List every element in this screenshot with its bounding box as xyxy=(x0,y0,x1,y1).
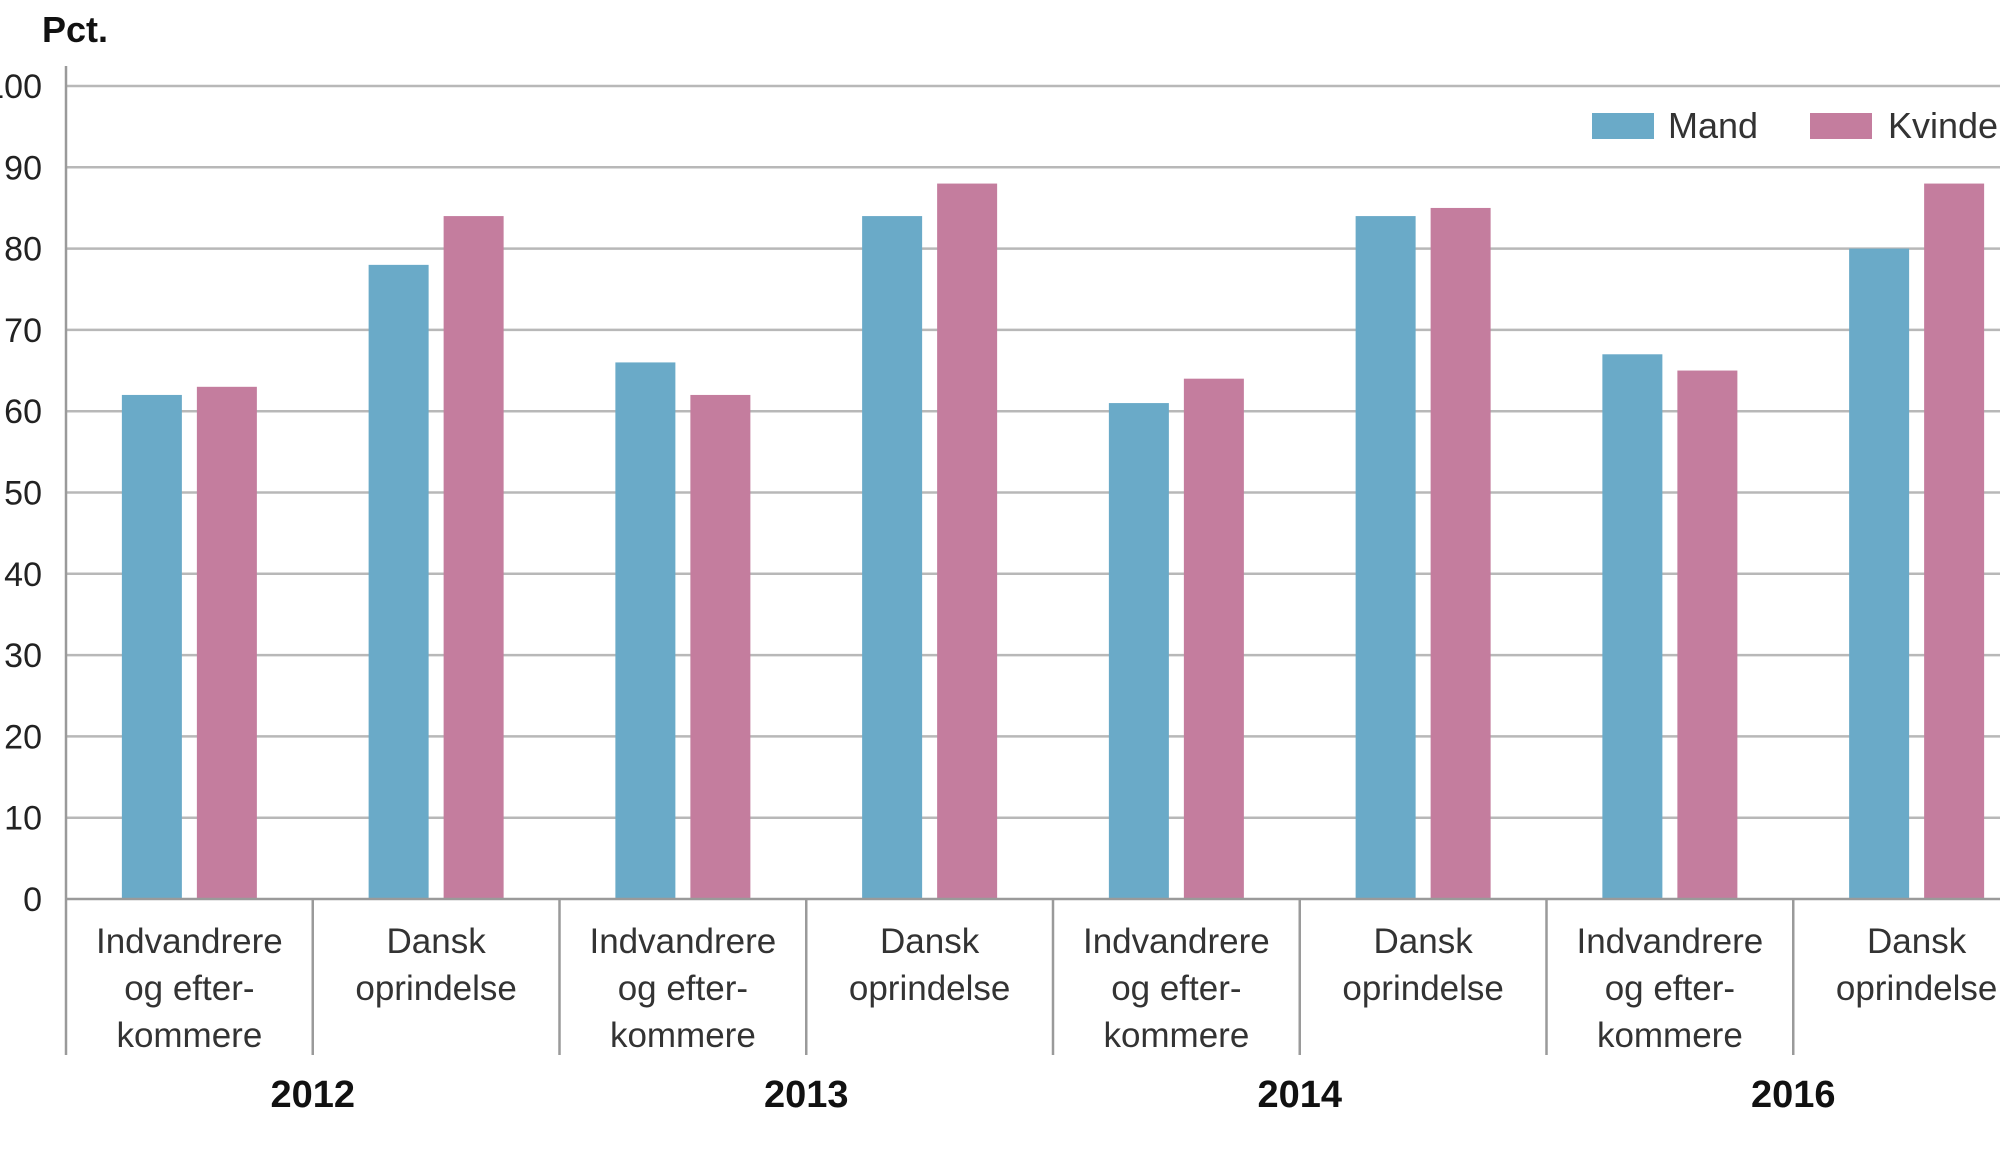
bar-mand xyxy=(1849,248,1910,900)
legend: Mand Kvinde xyxy=(1592,105,1998,146)
bar-kvinde xyxy=(1430,207,1491,899)
legend-label-mand: Mand xyxy=(1668,105,1758,146)
x-group-label: 2016 xyxy=(1751,1074,1836,1116)
bar-kvinde xyxy=(443,216,504,899)
bar-mand xyxy=(615,362,676,899)
x-category-label: Dansk oprindelse xyxy=(1342,922,1504,1008)
x-category-label: Dansk oprindelse xyxy=(355,922,517,1008)
y-tick-label: 100 xyxy=(0,68,42,106)
bar-mand xyxy=(1355,216,1416,899)
legend-swatch-kvinde xyxy=(1810,113,1872,139)
bar-mand xyxy=(368,264,429,899)
y-tick-label: 10 xyxy=(4,800,42,838)
x-category-label: Indvandrere og efter-kommere xyxy=(1083,922,1270,1055)
bar-mand xyxy=(121,394,182,899)
x-category-label: Dansk oprindelse xyxy=(849,922,1011,1008)
bar-kvinde xyxy=(1183,378,1244,899)
y-axis-unit-label: Pct. xyxy=(42,9,108,50)
bars xyxy=(121,183,1985,900)
legend-label-kvinde: Kvinde xyxy=(1888,105,1998,146)
x-category-label: Indvandrere og efter-kommere xyxy=(96,922,283,1055)
y-tick-label: 60 xyxy=(4,393,42,431)
x-group-label: 2012 xyxy=(270,1074,355,1116)
bar-kvinde xyxy=(690,394,751,899)
x-category-label: Indvandrere og efter-kommere xyxy=(589,922,776,1055)
bar-kvinde xyxy=(1677,370,1738,899)
x-category-label: Indvandrere og efter-kommere xyxy=(1576,922,1763,1055)
y-tick-label: 20 xyxy=(4,718,42,756)
bar-mand xyxy=(1602,354,1663,899)
y-tick-label: 50 xyxy=(4,475,42,513)
bar-kvinde xyxy=(937,183,998,899)
y-tick-label: 40 xyxy=(4,556,42,594)
axes xyxy=(64,66,2000,1055)
x-category-label: Dansk oprindelse xyxy=(1836,922,1998,1008)
y-tick-label: 80 xyxy=(4,231,42,269)
y-tick-label: 0 xyxy=(23,881,42,919)
y-tick-label: 70 xyxy=(4,312,42,350)
y-tick-label: 30 xyxy=(4,637,42,675)
bar-mand xyxy=(862,216,923,899)
x-group-label: 2013 xyxy=(764,1074,849,1116)
bar-kvinde xyxy=(196,386,257,899)
y-tick-label: 90 xyxy=(4,149,42,187)
bar-kvinde xyxy=(1924,183,1985,899)
bar-mand xyxy=(1108,403,1169,899)
x-group-label: 2014 xyxy=(1257,1074,1342,1116)
legend-swatch-mand xyxy=(1592,113,1654,139)
